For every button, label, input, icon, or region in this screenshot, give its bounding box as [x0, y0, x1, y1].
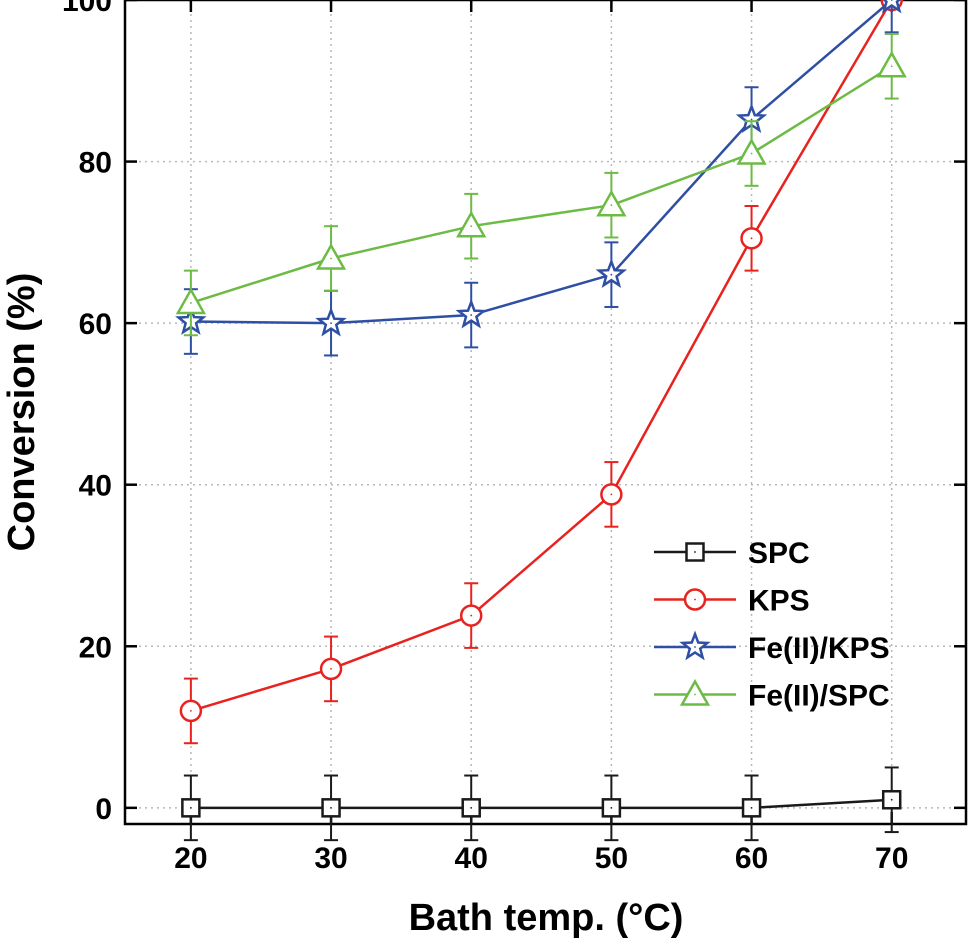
legend-label: Fe(II)/KPS	[748, 632, 890, 665]
data-point-fe-ii-spc	[876, 50, 907, 78]
data-point-kps-center	[330, 667, 332, 670]
data-point-fe-ii-spc	[596, 189, 627, 217]
x-tick-label: 50	[595, 842, 628, 875]
legend-item-kps: KPS	[654, 585, 810, 618]
ticks: 20 30 40 50 60 70 0 20 40 60 80 100	[62, 0, 966, 875]
series-spc	[181, 766, 902, 842]
data-point-fe-ii-kps-center	[330, 322, 332, 325]
data-point-fe-ii-spc-center	[330, 257, 332, 260]
y-tick-label: 0	[95, 793, 112, 826]
legend-marker	[679, 630, 711, 661]
legend-marker-center	[694, 693, 696, 696]
data-point-spc-center	[890, 798, 893, 801]
data-point-fe-ii-kps	[315, 306, 347, 337]
data-point-spc-center	[330, 806, 332, 809]
y-tick-label: 20	[79, 631, 112, 664]
plot-frame	[123, 0, 968, 826]
series-layer	[175, 0, 907, 842]
legend-item-fe-ii-kps: Fe(II)/KPS	[654, 630, 890, 665]
legend-marker-center	[694, 551, 696, 553]
series-line-fe-ii-spc	[190, 65, 893, 305]
series-fe-ii-kps	[175, 0, 902, 357]
x-tick-label: 70	[875, 842, 908, 875]
data-point-fe-ii-spc	[315, 242, 347, 270]
legend-label: SPC	[748, 537, 810, 570]
series-line-spc	[190, 798, 892, 810]
y-tick-label: 100	[62, 0, 112, 18]
series-fe-ii-spc	[175, 32, 907, 337]
legend: SPC KPS Fe(II)/KPS Fe(II)/SPC	[654, 537, 890, 713]
data-point-fe-ii-kps	[595, 258, 628, 289]
y-tick-label: 80	[79, 147, 112, 180]
data-point-spc-center	[750, 806, 753, 809]
data-point-fe-ii-spc-center	[189, 302, 192, 304]
data-point-kps-center	[750, 237, 753, 240]
legend-marker-center	[694, 646, 696, 648]
data-point-fe-ii-spc-center	[470, 225, 473, 228]
data-point-spc-center	[470, 806, 473, 809]
data-point-kps-center	[610, 493, 613, 496]
legend-label: KPS	[748, 585, 810, 618]
y-tick-label: 60	[79, 308, 112, 341]
y-axis-title: Conversion (%)	[1, 273, 43, 552]
legend-item-fe-ii-spc: Fe(II)/SPC	[654, 678, 890, 713]
y-tick-label: 40	[79, 470, 112, 503]
legend-item-spc: SPC	[654, 537, 810, 570]
x-tick-label: 60	[735, 842, 768, 875]
data-point-fe-ii-kps-center	[610, 273, 613, 276]
data-point-spc-center	[189, 806, 192, 809]
data-point-fe-ii-kps-center	[750, 118, 753, 121]
data-point-fe-ii-spc	[736, 137, 767, 165]
x-tick-label: 40	[455, 842, 488, 875]
legend-marker-center	[694, 598, 696, 601]
data-point-fe-ii-spc	[175, 287, 207, 315]
legend-marker	[679, 678, 711, 706]
data-point-fe-ii-spc-center	[610, 204, 613, 207]
data-point-fe-ii-kps-center	[470, 314, 473, 316]
x-axis-title: Bath temp. (°C)	[409, 897, 684, 939]
data-point-fe-ii-spc-center	[890, 65, 893, 68]
series-line-fe-ii-kps	[190, 0, 893, 325]
legend-label: Fe(II)/SPC	[748, 680, 890, 713]
data-point-fe-ii-kps	[455, 298, 487, 329]
data-point-fe-ii-kps	[881, 0, 902, 14]
data-point-fe-ii-kps-center	[890, 0, 893, 1]
data-point-kps-center	[189, 710, 192, 712]
data-point-fe-ii-spc	[456, 210, 487, 238]
x-tick-label: 20	[174, 842, 207, 875]
data-point-kps-center	[470, 614, 473, 617]
data-point-spc-center	[610, 806, 613, 809]
x-tick-label: 30	[314, 842, 347, 875]
data-point-fe-ii-spc-center	[750, 152, 753, 155]
series-line-kps	[190, 0, 893, 713]
